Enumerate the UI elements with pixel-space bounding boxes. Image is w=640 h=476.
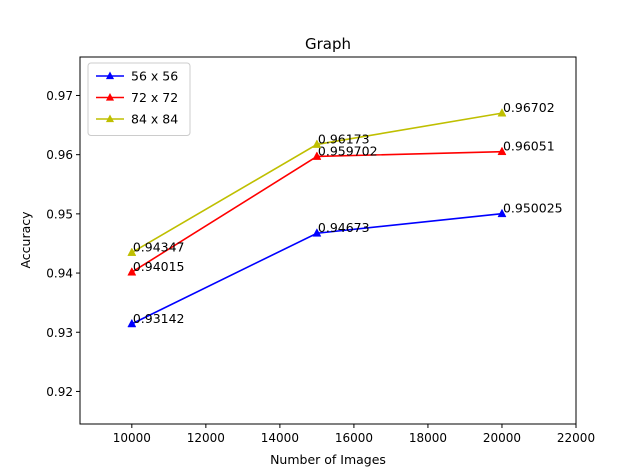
axes-frame [79, 56, 577, 425]
x-tick-label: 10000 [113, 431, 151, 445]
x-tick-label: 12000 [187, 431, 225, 445]
x-tick-label: 22000 [557, 431, 595, 445]
x-tick-label: 20000 [483, 431, 521, 445]
chart-title: Graph [305, 35, 351, 53]
data-label: 0.96173 [318, 131, 370, 146]
data-label: 0.94347 [133, 240, 185, 255]
legend-entry: 56 x 56 [131, 69, 178, 84]
x-axis-label: Number of Images [270, 452, 386, 467]
y-axis-label: Accuracy [18, 211, 33, 269]
y-tick-label: 0.92 [46, 385, 73, 399]
data-label: 0.950025 [503, 201, 563, 216]
legend-marker [105, 71, 115, 80]
x-tick-label: 18000 [409, 431, 447, 445]
y-tick-label: 0.95 [46, 207, 73, 221]
data-point [312, 151, 322, 160]
legend-marker [105, 93, 115, 101]
data-point [312, 139, 322, 148]
data-point [312, 228, 322, 237]
data-label: 0.94015 [133, 259, 185, 274]
data-point [497, 146, 507, 156]
data-label: 0.93142 [133, 311, 185, 326]
data-point [127, 318, 137, 328]
legend-entry: 72 x 72 [131, 90, 178, 105]
plot-area: 10000 12000 14000 16000 18000 20000 22000 0.92 0… [46, 56, 595, 445]
data-point [497, 208, 507, 218]
data-label: 0.959702 [318, 143, 378, 158]
legend-entry: 84 x 84 [131, 112, 178, 127]
y-tick-label: 0.96 [46, 148, 73, 162]
x-tick-label: 16000 [335, 431, 373, 445]
data-label: 0.94673 [318, 220, 370, 235]
data-label: 0.96702 [503, 100, 555, 115]
y-tick-label: 0.97 [46, 89, 73, 103]
data-point [127, 247, 137, 256]
y-tick-label: 0.94 [46, 267, 73, 281]
data-point [497, 108, 507, 117]
legend-marker [105, 114, 115, 123]
y-tick-label: 0.93 [46, 326, 73, 340]
legend-box [87, 62, 191, 136]
data-label: 0.96051 [503, 139, 555, 154]
data-point [127, 267, 137, 276]
legend: 56 x 56 72 x 72 84 x 84 [87, 62, 191, 136]
x-tick-label: 14000 [261, 431, 299, 445]
